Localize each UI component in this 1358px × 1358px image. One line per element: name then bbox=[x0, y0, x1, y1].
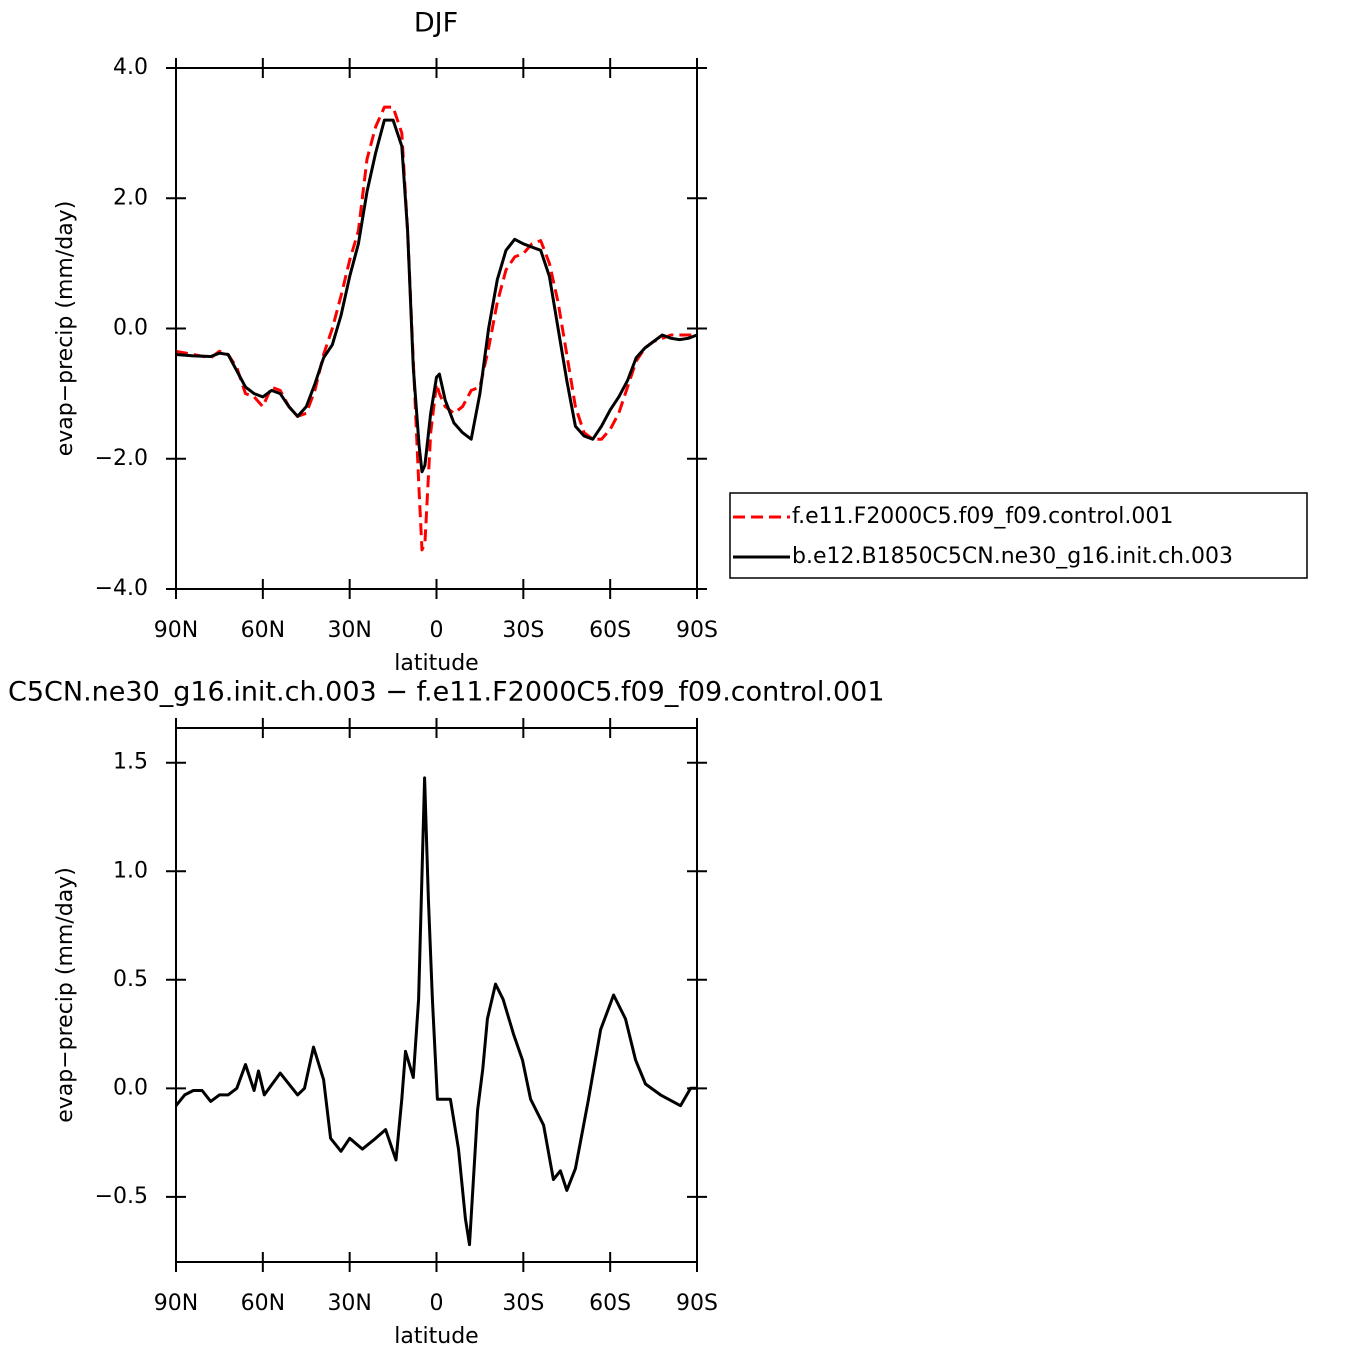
x-tick-label: 30N bbox=[327, 1291, 371, 1316]
plot-frame bbox=[175, 727, 698, 1263]
x-tick-label: 90S bbox=[676, 618, 718, 643]
y-tick-label: 2.0 bbox=[113, 185, 148, 210]
chart-title: DJF bbox=[414, 8, 458, 39]
x-tick-label: 90N bbox=[154, 1291, 198, 1316]
series-line bbox=[174, 776, 697, 1247]
x-tick-label: 90N bbox=[154, 618, 198, 643]
x-axis-label: latitude bbox=[394, 1324, 478, 1349]
y-tick-label: 1.0 bbox=[113, 858, 148, 883]
y-tick-label: −2.0 bbox=[95, 446, 148, 471]
y-axis-label: evap−precip (mm/day) bbox=[53, 867, 78, 1123]
x-tick-label: 30N bbox=[327, 618, 371, 643]
y-tick-label: 4.0 bbox=[113, 55, 148, 80]
y-tick-label: 0.0 bbox=[113, 1075, 148, 1100]
x-tick-label: 60S bbox=[589, 618, 631, 643]
y-tick-label: −0.5 bbox=[95, 1184, 148, 1209]
series-line bbox=[175, 118, 698, 474]
y-tick-label: −4.0 bbox=[95, 576, 148, 601]
x-tick-label: 30S bbox=[502, 1291, 544, 1316]
y-tick-label: 1.5 bbox=[113, 750, 148, 775]
y-tick-label: 0.0 bbox=[113, 316, 148, 341]
legend-box bbox=[729, 492, 1308, 579]
x-tick-label: 90S bbox=[676, 1291, 718, 1316]
x-tick-label: 60N bbox=[241, 1291, 285, 1316]
x-axis-label: latitude bbox=[394, 651, 478, 676]
x-tick-label: 60S bbox=[589, 1291, 631, 1316]
y-axis-label: evap−precip (mm/day) bbox=[53, 201, 78, 457]
x-tick-label: 30S bbox=[502, 618, 544, 643]
legend-label: b.e12.B1850C5CN.ne30_g16.init.ch.003 bbox=[792, 544, 1233, 569]
plot-frame bbox=[175, 67, 698, 590]
series-line bbox=[175, 105, 697, 552]
chart-title: C5CN.ne30_g16.init.ch.003 − f.e11.F2000C… bbox=[8, 677, 885, 708]
x-tick-label: 0 bbox=[430, 618, 444, 643]
x-tick-label: 0 bbox=[430, 1291, 444, 1316]
y-tick-label: 0.5 bbox=[113, 967, 148, 992]
x-tick-label: 60N bbox=[241, 618, 285, 643]
legend-label: f.e11.F2000C5.f09_f09.control.001 bbox=[792, 504, 1173, 529]
